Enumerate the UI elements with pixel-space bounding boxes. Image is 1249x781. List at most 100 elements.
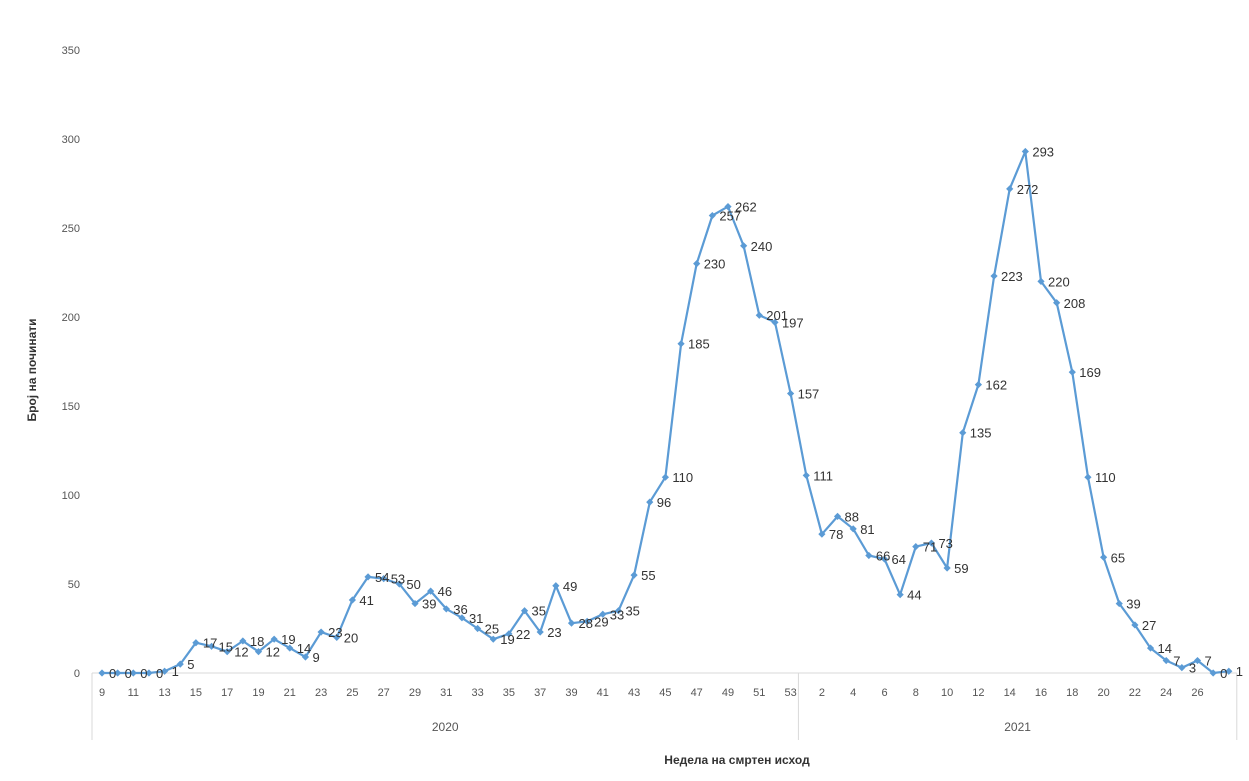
data-point	[818, 530, 826, 538]
y-tick-label: 50	[68, 579, 80, 591]
year-labels: 2020 2021	[91, 673, 1238, 740]
data-point	[442, 605, 450, 613]
x-tick-label: 4	[850, 687, 856, 699]
data-point	[1053, 299, 1061, 307]
data-point	[787, 389, 795, 398]
y-tick-label: 200	[62, 312, 80, 324]
data-point	[1068, 368, 1076, 376]
data-label: 50	[406, 577, 420, 592]
x-tick-label: 33	[471, 687, 483, 699]
data-label: 110	[672, 470, 693, 485]
data-label: 20	[344, 630, 358, 645]
data-point	[880, 555, 889, 563]
data-label: 185	[688, 337, 710, 352]
data-label: 1	[1236, 664, 1243, 679]
data-point	[1131, 621, 1139, 629]
x-tick-label: 41	[597, 687, 609, 699]
data-label: 23	[328, 625, 342, 640]
y-axis-title: Број на починати	[25, 318, 39, 421]
data-label: 64	[892, 552, 906, 567]
data-label: 27	[1142, 618, 1156, 633]
y-tick-label: 300	[62, 134, 80, 146]
series-line	[102, 150, 1229, 675]
data-label: 110	[1095, 470, 1116, 485]
data-point	[927, 539, 936, 547]
data-label: 14	[1158, 641, 1172, 656]
x-axis-ticks: 9 11 13 15 17 19 21 23 25 27 29 31 33 35 37 39 41 43 45 47 4…	[99, 687, 1204, 699]
data-label: 12	[234, 645, 248, 660]
data-label: 0	[1220, 666, 1227, 681]
data-point	[348, 596, 356, 604]
data-point	[943, 564, 951, 572]
data-point	[145, 669, 153, 677]
data-point	[583, 617, 591, 625]
data-label: 54	[375, 570, 389, 585]
y-axis-ticks: 0 50 100 150 200 250 300 350	[62, 45, 80, 680]
data-label: 162	[985, 378, 1007, 393]
x-tick-label: 15	[190, 687, 202, 699]
data-label: 262	[735, 200, 757, 215]
data-point	[771, 318, 779, 326]
data-point	[380, 575, 388, 583]
x-tick-label: 25	[346, 687, 358, 699]
data-label: 7	[1205, 654, 1212, 669]
data-label: 55	[641, 568, 655, 583]
data-label: 15	[219, 639, 233, 654]
data-point	[489, 635, 497, 643]
data-label: 272	[1017, 182, 1039, 197]
data-label: 14	[297, 641, 311, 656]
data-point	[708, 211, 716, 220]
data-label: 23	[547, 625, 561, 640]
x-tick-label: 21	[284, 687, 296, 699]
data-point	[755, 311, 763, 319]
data-point	[286, 644, 294, 652]
x-tick-label: 8	[913, 687, 919, 699]
data-label: 0	[125, 666, 132, 681]
data-point	[614, 607, 623, 615]
data-label: 135	[970, 426, 992, 441]
x-tick-label: 9	[99, 687, 105, 699]
data-point	[411, 599, 419, 608]
data-point	[364, 573, 372, 581]
x-axis-title: Недела на смртен исход	[664, 753, 810, 767]
x-tick-label: 22	[1129, 687, 1141, 699]
data-label: 201	[766, 308, 788, 323]
data-label: 25	[485, 622, 499, 637]
data-label: 169	[1079, 365, 1101, 380]
data-point	[693, 260, 701, 268]
data-label: 78	[829, 527, 843, 542]
x-tick-label: 16	[1035, 687, 1047, 699]
data-label: 33	[610, 607, 624, 622]
x-tick-label: 39	[565, 687, 577, 699]
data-point	[301, 653, 310, 661]
x-tick-label: 51	[753, 687, 765, 699]
data-label: 240	[751, 239, 773, 254]
x-tick-label: 31	[440, 687, 452, 699]
x-tick-label: 18	[1066, 687, 1078, 699]
data-point	[1006, 185, 1014, 193]
data-label: 157	[798, 387, 820, 402]
x-tick-label: 26	[1191, 687, 1203, 699]
data-label: 41	[359, 593, 373, 608]
data-point	[552, 582, 560, 590]
data-point	[865, 551, 873, 560]
x-tick-label: 14	[1004, 687, 1016, 699]
data-label: 65	[1111, 550, 1125, 565]
data-point	[458, 614, 466, 622]
data-label: 39	[1126, 597, 1140, 612]
data-label: 197	[782, 315, 804, 330]
x-tick-label: 43	[628, 687, 640, 699]
x-tick-label: 29	[409, 687, 421, 699]
data-label: 44	[907, 588, 921, 603]
x-tick-label: 27	[378, 687, 390, 699]
data-point	[270, 635, 278, 643]
data-point	[740, 242, 748, 250]
data-point	[114, 669, 122, 677]
x-tick-label: 17	[221, 687, 233, 699]
data-label: 39	[422, 597, 436, 612]
data-label: 66	[876, 549, 890, 564]
data-label: 46	[438, 584, 452, 599]
data-point	[192, 639, 200, 647]
x-tick-label: 53	[784, 687, 796, 699]
y-tick-label: 100	[62, 490, 80, 502]
